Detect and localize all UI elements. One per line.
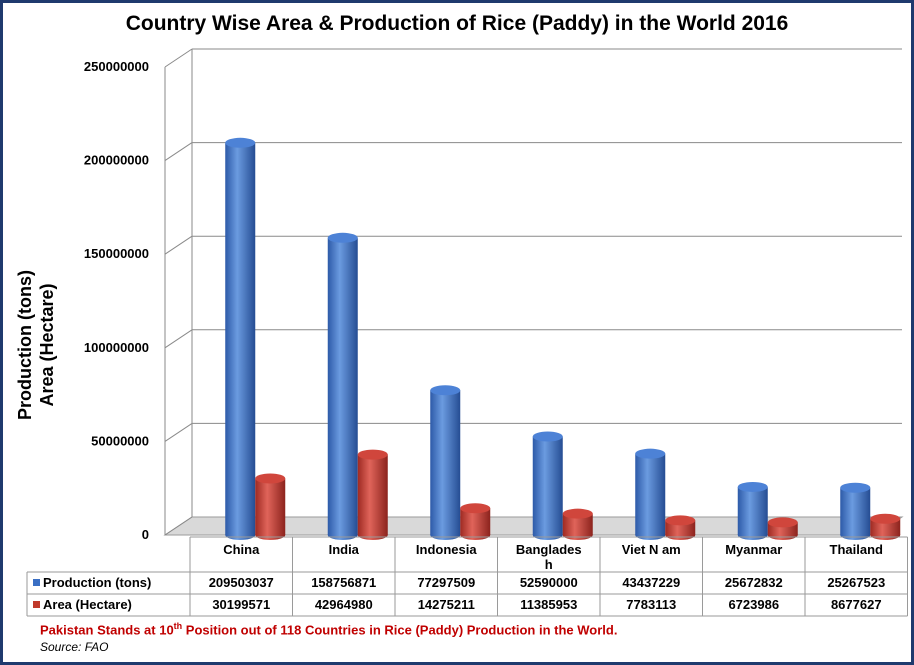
bar-production-top xyxy=(532,431,563,442)
bar-production-body xyxy=(840,487,871,535)
bar-area-base xyxy=(562,530,593,540)
x-tick-label: Viet N am xyxy=(622,542,681,557)
x-tick-label: China xyxy=(223,542,260,557)
y-tick-label: 200000000 xyxy=(84,153,149,168)
bar-production-top xyxy=(225,137,256,148)
bar-production-base xyxy=(327,530,358,540)
source-note: Source: FAO xyxy=(40,640,109,654)
bar-production xyxy=(635,448,666,540)
table-cell: 52590000 xyxy=(520,575,578,590)
bar-area-body xyxy=(562,513,593,535)
bar-production xyxy=(430,385,461,540)
table-cell: 209503037 xyxy=(209,575,274,590)
legend-label: Area (Hectare) xyxy=(43,597,132,612)
bar-area xyxy=(562,508,593,540)
legend-key xyxy=(33,601,40,608)
bar-production-base xyxy=(635,530,666,540)
x-tick-label: Indonesia xyxy=(416,542,477,557)
legend-key xyxy=(33,579,40,586)
table-cell: 11385953 xyxy=(520,597,577,612)
gridline-side xyxy=(164,142,193,162)
footnote-sup: th xyxy=(173,621,183,631)
bar-area-base xyxy=(767,530,798,540)
table-cell: 77297509 xyxy=(417,575,475,590)
bar-area xyxy=(460,503,491,540)
table-cell: 42964980 xyxy=(315,597,373,612)
bar-area-base xyxy=(255,530,286,540)
bar-production-base xyxy=(430,530,461,540)
bar-production-top xyxy=(430,385,461,396)
gridline-side xyxy=(164,48,193,68)
bar-production-body xyxy=(327,237,358,536)
table-cell: 158756871 xyxy=(311,575,376,590)
bar-production-base xyxy=(225,530,256,540)
footnote-suffix: Position out of 118 Countries in Rice (P… xyxy=(182,622,618,638)
x-tick-label: Myanmar xyxy=(725,542,782,557)
gridline-side xyxy=(164,329,193,349)
bar-production-top xyxy=(635,448,666,459)
bar-production xyxy=(225,137,256,540)
bar-area-base xyxy=(460,530,491,540)
bar-production-base xyxy=(840,530,871,540)
table-cell: 7783113 xyxy=(626,597,676,612)
legend-label: Production (tons) xyxy=(43,575,151,590)
bar-area-top xyxy=(562,508,593,519)
bar-production xyxy=(737,481,768,540)
table-cell: 30199571 xyxy=(212,597,270,612)
table-cell: 14275211 xyxy=(418,597,475,612)
bar-area-body xyxy=(357,454,388,535)
bar-area xyxy=(357,449,388,540)
gridline-side xyxy=(164,235,193,255)
table-cell: 8677627 xyxy=(831,597,882,612)
x-tick-label: h xyxy=(545,557,553,572)
bar-production-base xyxy=(737,530,768,540)
footnote: Pakistan Stands at 10th Position out of … xyxy=(40,621,617,637)
bar-production-top xyxy=(327,232,358,243)
y-tick-label: 100000000 xyxy=(84,340,149,355)
bar-production xyxy=(840,482,871,540)
gridline-side xyxy=(164,516,193,536)
bar-production-body xyxy=(737,486,768,535)
bar-production-top xyxy=(737,481,768,492)
x-tick-label: Thailand xyxy=(830,542,884,557)
bar-production-top xyxy=(840,482,871,493)
bar-production-body xyxy=(430,390,461,535)
table-cell: 43437229 xyxy=(622,575,680,590)
y-tick-label: 0 xyxy=(142,527,149,542)
bar-area-top xyxy=(460,503,491,514)
bar-area-body xyxy=(255,478,286,535)
bar-production-body xyxy=(532,436,563,535)
bar-area xyxy=(665,515,696,540)
table-cell: 25672832 xyxy=(725,575,783,590)
bar-area-top xyxy=(665,515,696,526)
bar-production-body xyxy=(635,453,666,535)
bar-area-top xyxy=(357,449,388,460)
bar-area-top xyxy=(870,513,901,524)
bar-area xyxy=(767,517,798,540)
bar-production xyxy=(532,431,563,540)
table-cell: 6723986 xyxy=(728,597,779,612)
chart-title: Country Wise Area & Production of Rice (… xyxy=(125,12,789,35)
bar-area-base xyxy=(665,530,696,540)
bar-area xyxy=(870,513,901,540)
bar-production xyxy=(327,232,358,540)
bar-production-body xyxy=(225,142,256,536)
x-tick-label: India xyxy=(329,542,360,557)
bar-area-top xyxy=(255,473,286,484)
y-tick-label: 150000000 xyxy=(84,246,149,261)
y-tick-label: 250000000 xyxy=(84,59,149,74)
bar-area xyxy=(255,473,286,540)
y-tick-label: 50000000 xyxy=(91,433,149,448)
bar-area-base xyxy=(870,530,901,540)
bar-area-top xyxy=(767,517,798,528)
back-wall xyxy=(192,49,902,517)
bar-area-base xyxy=(357,530,388,540)
gridline-side xyxy=(164,422,193,442)
x-tick-label: Banglades xyxy=(516,542,582,557)
bar-production-base xyxy=(532,530,563,540)
table-cell: 25267523 xyxy=(827,575,885,590)
footnote-prefix: Pakistan Stands at 10 xyxy=(40,622,174,638)
